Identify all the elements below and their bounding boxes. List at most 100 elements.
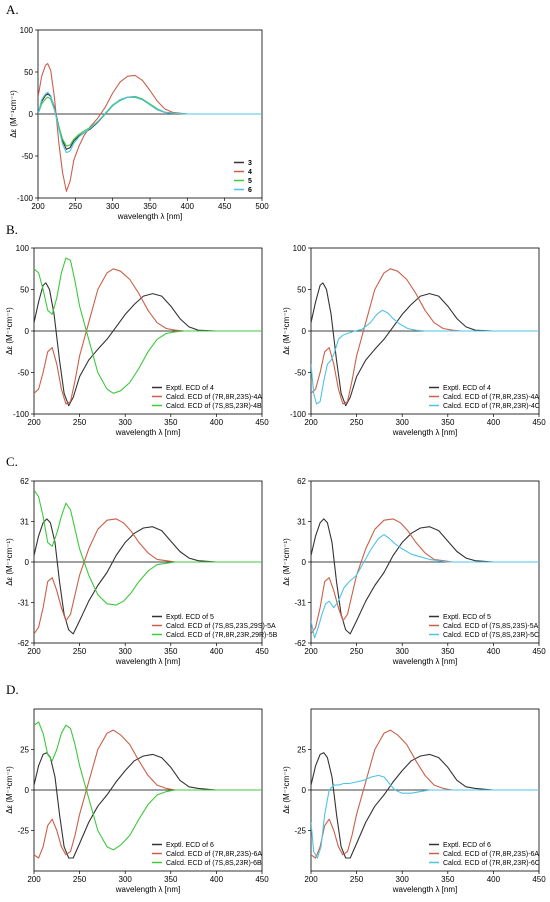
x-tick-label: 400 <box>487 875 501 884</box>
series-line-1 <box>34 518 262 635</box>
x-axis-label: wavelength λ [nm] <box>392 885 457 894</box>
y-tick-label: 31 <box>297 518 306 527</box>
legend-label: Calcd. ECD of (7S,8S,23S,29S)-5A <box>166 623 276 630</box>
series-line-2 <box>311 518 539 635</box>
legend-label: Calcd. ECD of (7R,8R,23R,29R)-5B <box>166 632 278 639</box>
x-tick-label: 250 <box>73 647 87 656</box>
series-line-1 <box>34 752 262 859</box>
x-tick-label: 450 <box>532 418 546 427</box>
x-axis-label: wavelength λ [nm] <box>115 428 180 437</box>
series-line-3 <box>311 534 539 639</box>
y-tick-label: 100 <box>293 244 307 253</box>
legend-label: Calcd. ECD of (7R,8R,23S)-6A <box>166 851 262 858</box>
series-group <box>311 518 539 639</box>
series-line-3 <box>311 309 539 405</box>
x-tick-label: 200 <box>31 202 45 211</box>
x-tick-label: 200 <box>27 418 41 427</box>
x-tick-label: 350 <box>143 202 157 211</box>
x-tick-label: 300 <box>119 418 133 427</box>
x-tick-label: 300 <box>119 647 133 656</box>
x-tick-label: 450 <box>255 647 269 656</box>
y-tick-label: -100 <box>17 194 34 203</box>
series-line-1 <box>34 282 262 407</box>
legend-label: 3 <box>248 160 252 167</box>
x-tick-label: 350 <box>164 647 178 656</box>
x-tick-label: 200 <box>304 418 318 427</box>
x-tick-label: 200 <box>304 647 318 656</box>
x-tick-label: 250 <box>73 875 87 884</box>
legend-label: Calcd. ECD of (7S,8S,23R)-6B <box>166 860 262 867</box>
series-group <box>311 268 539 407</box>
y-tick-label: 62 <box>297 477 306 486</box>
x-tick-label: 200 <box>27 647 41 656</box>
legend-label: Exptl. ECD of 5 <box>443 614 491 621</box>
x-tick-label: 400 <box>210 418 224 427</box>
series-line-3 <box>34 489 262 606</box>
x-tick-label: 250 <box>73 418 87 427</box>
legend-label: Exptl. ECD of 6 <box>166 842 214 849</box>
y-tick-label: 50 <box>297 286 306 295</box>
series-line-3 <box>34 721 262 851</box>
series-line-3 <box>311 774 539 859</box>
x-tick-label: 500 <box>255 202 269 211</box>
series-line-2 <box>311 268 539 405</box>
y-tick-label: -50 <box>17 369 29 378</box>
legend-label: Calcd. ECD of (7S,8S,23R)-4B <box>166 403 262 410</box>
y-tick-label: 100 <box>20 26 34 35</box>
x-axis-label: wavelength λ [nm] <box>115 885 180 894</box>
x-tick-label: 200 <box>27 875 41 884</box>
y-axis-label: Δε (M⁻¹cm⁻¹) <box>282 538 291 586</box>
x-tick-label: 450 <box>532 875 546 884</box>
x-tick-label: 350 <box>441 647 455 656</box>
legend-label: Calcd. ECD of (7R,8R,23R)-4C <box>443 403 540 410</box>
legend-label: Calcd. ECD of (7R,8R,23S)-6A <box>443 851 539 858</box>
y-tick-label: 50 <box>24 68 33 77</box>
x-tick-label: 400 <box>210 875 224 884</box>
x-tick-label: 250 <box>69 202 83 211</box>
y-tick-label: 100 <box>16 244 30 253</box>
y-tick-label: -50 <box>21 152 33 161</box>
chart-c1: 200 250 300 350 400 450 62 31 0 -31 -62 wavelength … <box>5 477 278 666</box>
y-tick-label: 0 <box>25 558 30 567</box>
series-line-2 <box>34 729 262 859</box>
series-group <box>34 489 262 635</box>
chart-c2: 200 250 300 350 400 450 62 31 0 -31 -62 wavelength … <box>282 477 546 666</box>
y-tick-label: -100 <box>13 410 30 419</box>
x-tick-label: 450 <box>532 647 546 656</box>
legend-label: Exptl. ECD of 6 <box>443 842 491 849</box>
x-tick-label: 250 <box>350 647 364 656</box>
y-tick-label: 31 <box>20 518 29 527</box>
legend-label: 4 <box>248 169 252 176</box>
x-tick-label: 400 <box>181 202 195 211</box>
x-tick-label: 400 <box>210 647 224 656</box>
x-tick-label: 300 <box>119 875 133 884</box>
legend-label: 6 <box>248 187 252 194</box>
legend-label: Calcd. ECD of (7R,8R,23S)-4A <box>443 394 539 401</box>
x-tick-label: 300 <box>396 875 410 884</box>
series-group <box>311 729 539 859</box>
panel-label-a: A. <box>6 2 19 17</box>
series-line-1 <box>38 93 262 150</box>
x-tick-label: 200 <box>304 875 318 884</box>
x-tick-label: 350 <box>441 875 455 884</box>
series-line-1 <box>311 282 539 407</box>
x-tick-label: 250 <box>350 418 364 427</box>
x-tick-label: 450 <box>255 875 269 884</box>
y-tick-label: 0 <box>302 327 307 336</box>
series-line-2 <box>34 268 262 405</box>
series-line-4 <box>38 91 262 154</box>
y-tick-label: -62 <box>294 639 306 648</box>
series-line-3 <box>38 95 262 147</box>
series-group <box>34 721 262 859</box>
x-axis-label: wavelength λ [nm] <box>115 657 180 666</box>
y-tick-label: 25 <box>297 746 306 755</box>
y-axis-label: Δε (M⁻¹cm⁻¹) <box>9 90 18 138</box>
series-group <box>34 257 262 407</box>
y-tick-label: 0 <box>302 786 307 795</box>
y-tick-label: -31 <box>294 599 306 608</box>
y-tick-label: -25 <box>17 827 29 836</box>
y-tick-label: 0 <box>29 110 34 119</box>
legend-label: Exptl. ECD of 5 <box>166 614 214 621</box>
chart-b2: 200 250 300 350 400 450 100 50 0 -50 -100 wavelengt… <box>282 244 546 437</box>
series-line-2 <box>311 729 539 859</box>
